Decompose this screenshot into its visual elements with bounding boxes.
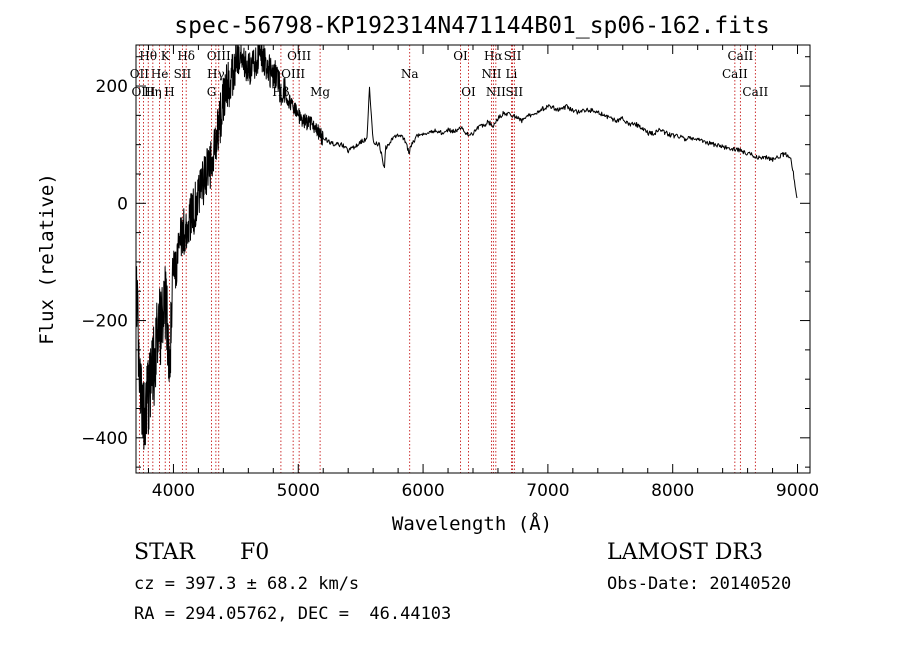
x-tick-label: 6000 xyxy=(401,481,444,501)
x-tick-label: 9000 xyxy=(776,481,819,501)
marker-label-4: OIII xyxy=(287,49,311,63)
marker-label-14: Na xyxy=(401,67,419,81)
y-tick-label: −400 xyxy=(81,429,128,449)
object-subclass: F0 xyxy=(240,540,270,565)
marker-label-3: OIII xyxy=(207,49,231,63)
marker-label-2: Hδ xyxy=(177,49,195,63)
y-tick-label: 200 xyxy=(96,77,128,97)
marker-label-24: OI xyxy=(461,85,476,99)
axis-ticks: 4000 5000 6000 7000 8000 9000 −400 −200 0 200 xyxy=(81,45,819,501)
coordinates: RA = 294.05762, DEC = 46.44103 xyxy=(134,604,452,624)
y-axis-label: Flux (relative) xyxy=(36,173,58,345)
x-tick-label: 5000 xyxy=(277,481,320,501)
marker-label-10: He xyxy=(151,67,169,81)
spectrum-line xyxy=(136,44,798,450)
survey-name: LAMOST DR3 xyxy=(607,540,763,565)
marker-label-12: Hγ xyxy=(207,67,225,81)
marker-label-23: Mg xyxy=(310,85,330,99)
x-tick-label: 8000 xyxy=(651,481,694,501)
marker-label-20: H xyxy=(164,85,174,99)
marker-label-18: OIII xyxy=(131,85,155,99)
marker-label-26: SII xyxy=(505,85,523,99)
observation-date: Obs-Date: 20140520 xyxy=(607,574,792,594)
y-tick-label: 0 xyxy=(117,194,128,214)
marker-label-7: SII xyxy=(504,49,522,63)
x-tick-label: 7000 xyxy=(526,481,569,501)
marker-label-19: Hη xyxy=(144,85,162,99)
marker-label-16: Li xyxy=(506,67,518,81)
marker-label-1: K xyxy=(161,49,171,63)
y-tick-label: −200 xyxy=(81,312,128,332)
marker-label-11: SII xyxy=(174,67,192,81)
marker-label-13: OIII xyxy=(281,67,305,81)
x-tick-label: 4000 xyxy=(152,481,195,501)
x-axis-label: Wavelength (Å) xyxy=(392,512,552,535)
chart-title: spec-56798-KP192314N471144B01_sp06-162.f… xyxy=(174,13,769,39)
object-class: STAR xyxy=(134,540,195,565)
marker-label-25: NII xyxy=(486,85,506,99)
marker-label-21: G xyxy=(207,85,217,99)
redshift-cz: cz = 397.3 ± 68.2 km/s xyxy=(134,574,360,594)
marker-label-8: CaII xyxy=(727,49,753,63)
marker-label-6: Hα xyxy=(484,49,503,63)
plot-frame xyxy=(135,44,811,474)
spectrum-layer xyxy=(136,44,798,450)
marker-label-9: OII xyxy=(130,67,150,81)
marker-label-27: CaII xyxy=(742,85,768,99)
marker-label-15: NII xyxy=(481,67,501,81)
marker-label-5: OI xyxy=(453,49,468,63)
marker-label-0: Hθ xyxy=(139,49,157,63)
marker-label-17: CaII xyxy=(722,67,748,81)
